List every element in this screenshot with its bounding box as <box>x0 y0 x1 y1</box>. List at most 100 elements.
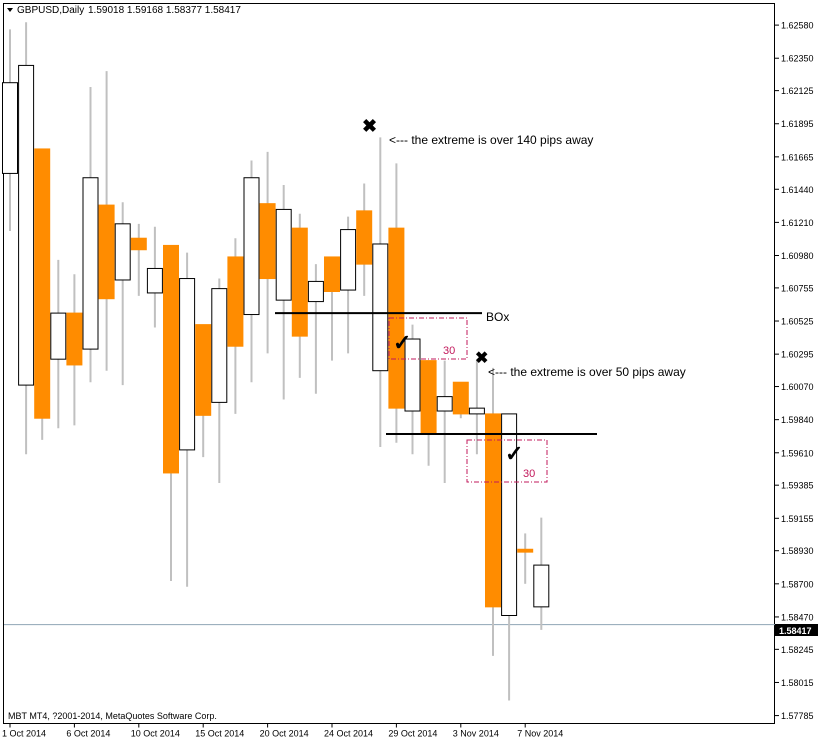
candle <box>2 29 18 232</box>
x-tick-label: 3 Nov 2014 <box>453 729 499 739</box>
bull-candle-body <box>275 208 292 301</box>
candle <box>452 381 469 419</box>
y-tick-label: 1.58470 <box>781 612 814 622</box>
candle <box>227 238 244 414</box>
bull-candle-body <box>372 243 389 372</box>
bear-candle-body <box>195 324 212 416</box>
candle <box>34 148 51 440</box>
bull-candle-body <box>211 288 228 403</box>
y-tick-label: 1.57785 <box>781 711 814 721</box>
bear-candle-body <box>420 360 437 434</box>
bull-candle-body <box>468 407 485 415</box>
x-mark-icon: ✖ <box>475 350 488 367</box>
candle <box>356 183 373 296</box>
x-tick-label: 29 Oct 2014 <box>388 729 437 739</box>
bear-candle-body <box>34 148 51 419</box>
x-tick-label: 10 Oct 2014 <box>131 729 180 739</box>
candle <box>163 244 179 581</box>
y-tick-label: 1.59610 <box>781 448 814 458</box>
x-axis: 1 Oct 2014 6 Oct 2014 10 Oct 2014 15 Oct 20… <box>2 723 563 739</box>
bull-candle-body <box>533 564 550 608</box>
check-mark-icon: ✓ <box>393 330 411 355</box>
candle <box>179 252 196 587</box>
y-axis: 1.62580 1.62350 1.62125 1.61895 1.61665 1.614… <box>775 21 814 721</box>
ohlc-readout: 1.59018 1.59168 1.58377 1.58417 <box>88 5 241 16</box>
x-tick-label: 24 Oct 2014 <box>324 729 373 739</box>
bull-candle-body <box>114 223 131 281</box>
candle <box>66 274 83 426</box>
candle <box>243 160 260 383</box>
candle <box>340 216 357 354</box>
y-tick-label: 1.62350 <box>781 54 814 64</box>
x-mark-icon: ✖ <box>362 116 377 136</box>
bull-candle-body <box>340 229 357 291</box>
y-tick-label: 1.61665 <box>781 152 814 162</box>
y-tick-label: 1.61895 <box>781 119 814 129</box>
candle <box>211 278 228 484</box>
pip-box-1-label: 30 <box>443 345 455 357</box>
candle <box>436 360 453 484</box>
current-price-tag <box>775 624 818 636</box>
y-tick-label: 1.58930 <box>781 546 814 556</box>
check-mark-icon: ✓ <box>505 441 523 466</box>
note-140-pips: <--- the extreme is over 140 pips away <box>389 133 593 147</box>
pip-box-1 <box>388 317 468 360</box>
symbol-label: GBPUSD,Daily <box>17 5 84 16</box>
bear-candle-body <box>98 204 115 300</box>
candle <box>372 137 389 448</box>
candle <box>388 163 405 443</box>
bear-candle-body <box>227 256 244 347</box>
y-tick-label: 1.60525 <box>781 317 814 327</box>
candle <box>50 259 67 429</box>
x-tick-label: 7 Nov 2014 <box>517 729 563 739</box>
note-50-pips: <--- the extreme is over 50 pips away <box>488 365 686 379</box>
candle <box>468 360 485 455</box>
bull-candle-body <box>501 413 518 616</box>
bull-candle-body <box>307 280 324 303</box>
x-tick-label: 6 Oct 2014 <box>66 729 110 739</box>
pip-box-2 <box>466 439 548 483</box>
bear-candle-body <box>130 237 147 251</box>
candles <box>2 22 550 701</box>
bear-candle-body <box>452 381 469 415</box>
bear-candle-body <box>356 210 373 265</box>
candle <box>533 517 550 630</box>
y-tick-label: 1.60755 <box>781 283 814 293</box>
current-price-label: 1.58417 <box>779 626 812 636</box>
candle <box>18 22 35 455</box>
bull-candle-body <box>179 278 196 451</box>
y-tick-label: 1.58245 <box>781 645 814 655</box>
bear-candle-body <box>485 413 501 608</box>
y-tick-label: 1.60070 <box>781 382 814 392</box>
candle <box>324 256 340 361</box>
candle <box>82 87 99 383</box>
y-tick-label: 1.60980 <box>781 251 814 261</box>
candle <box>195 324 212 458</box>
candle <box>275 184 292 400</box>
bear-candle-body <box>517 548 534 553</box>
candle <box>259 151 276 354</box>
chart-menu-arrow-icon[interactable] <box>7 8 13 12</box>
bear-candle-body <box>259 203 276 280</box>
y-tick-label: 1.61210 <box>781 218 814 228</box>
y-tick-label: 1.61440 <box>781 185 814 195</box>
y-tick-label: 1.59385 <box>781 481 814 491</box>
box-label: BOx <box>486 310 509 324</box>
y-tick-label: 1.58700 <box>781 579 814 589</box>
candle <box>114 202 131 386</box>
bull-candle-body <box>146 267 163 294</box>
candle <box>146 226 163 328</box>
bull-candle-body <box>82 177 99 350</box>
y-tick-label: 1.59840 <box>781 415 814 425</box>
bull-candle-body <box>243 177 260 316</box>
candle <box>501 413 518 701</box>
y-tick-label: 1.59155 <box>781 514 814 524</box>
candle <box>98 71 115 371</box>
candle <box>517 533 534 584</box>
bear-candle-body <box>291 227 308 337</box>
bull-candle-body <box>50 312 67 360</box>
x-tick-label: 1 Oct 2014 <box>2 729 46 739</box>
bear-candle-body <box>324 256 340 293</box>
y-tick-label: 1.58015 <box>781 678 814 688</box>
